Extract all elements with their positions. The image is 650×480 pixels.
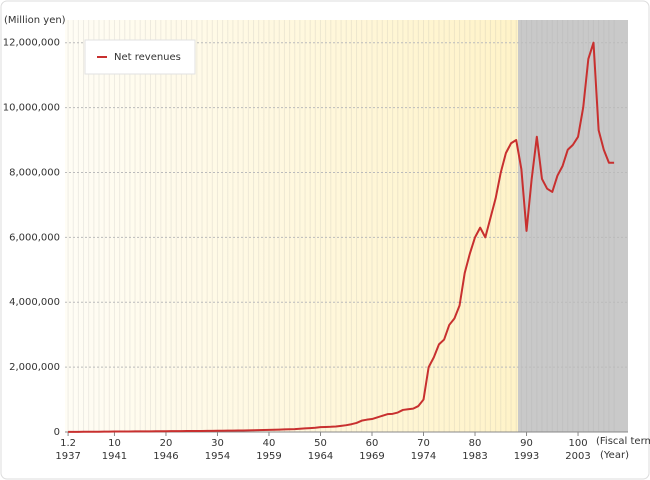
x-tick-year: 1983 [462,451,487,462]
y-axis-label: (Million yen) [4,15,66,26]
era-shade [65,20,518,432]
x-axis-label: (Fiscal term) [596,436,650,447]
x-tick-label: 40 [263,438,276,449]
y-tick-label: 8,000,000 [9,167,60,178]
y-tick-label: 12,000,000 [3,38,60,49]
x-tick-year: 1964 [308,451,333,462]
x-tick-year: 1974 [411,451,436,462]
y-tick-label: 10,000,000 [3,103,60,114]
x-tick-year: 2003 [565,451,590,462]
x-tick-year: 1937 [55,451,80,462]
x-tick-year: 1993 [514,451,539,462]
y-tick-label: 6,000,000 [9,232,60,243]
x-tick-label: 30 [211,438,224,449]
x-tick-year: 1946 [153,451,178,462]
x-tick-year: 1959 [256,451,281,462]
x-tick-year: 1969 [359,451,384,462]
x-axis-label: (Year) [600,450,629,461]
legend-label: Net revenues [114,52,181,63]
x-tick-year: 1941 [102,451,127,462]
x-tick-label: 90 [520,438,533,449]
y-tick-label: 4,000,000 [9,297,60,308]
x-tick-label: 1.2 [60,438,76,449]
x-tick-year: 1954 [205,451,230,462]
x-tick-label: 100 [568,438,587,449]
x-tick-label: 20 [160,438,173,449]
x-tick-label: 80 [469,438,482,449]
x-tick-label: 70 [417,438,430,449]
x-tick-label: 50 [314,438,327,449]
y-tick-label: 0 [54,427,60,438]
x-tick-label: 10 [108,438,121,449]
series-line [68,41,615,433]
era-shade [518,20,628,432]
y-tick-label: 2,000,000 [9,362,60,373]
x-tick-label: 60 [366,438,379,449]
